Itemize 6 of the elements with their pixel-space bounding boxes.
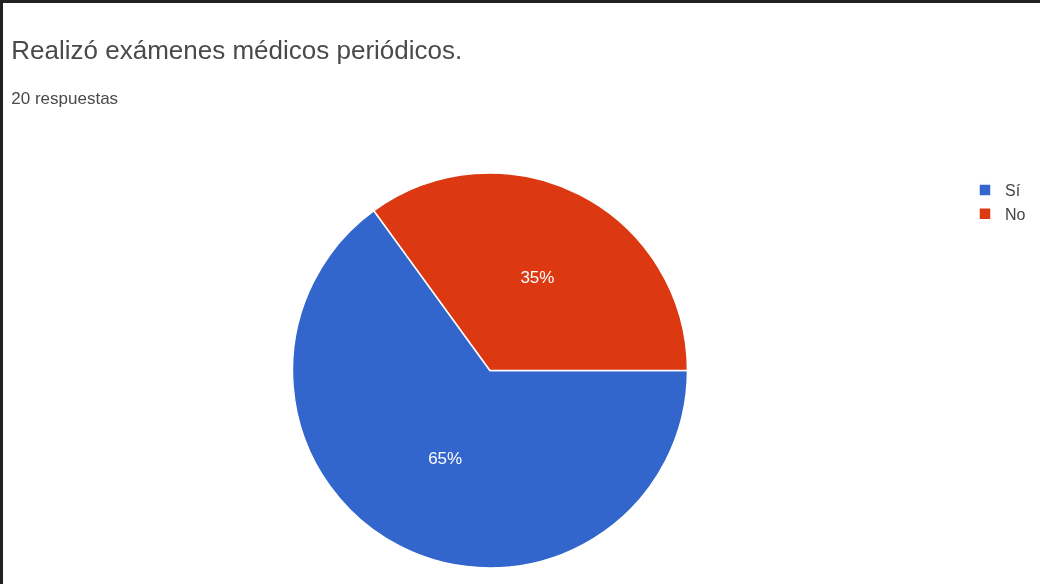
text: 20 respuestas	[11, 89, 119, 109]
chart-title: Realizó exámenes médicos periódicos.	[11, 35, 463, 66]
legend-label: No	[1005, 205, 1026, 223]
data-label: 35%	[520, 267, 555, 287]
data-label: 65%	[428, 448, 463, 468]
legend-label: Sí	[1005, 182, 1021, 200]
